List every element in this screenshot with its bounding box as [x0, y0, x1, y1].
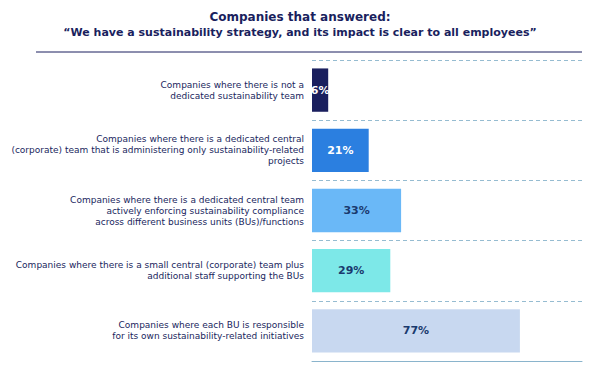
svg-text:Companies where there is a ded: Companies where there is a dedicated cen…	[70, 195, 304, 205]
svg-text:actively enforcing sustainabil: actively enforcing sustainability compli…	[106, 206, 304, 216]
svg-text:29%: 29%	[338, 264, 364, 277]
svg-text:additional staff supporting th: additional staff supporting the BUs	[147, 271, 304, 281]
svg-text:Companies where there is a ded: Companies where there is a dedicated cen…	[96, 134, 304, 144]
svg-text:Companies where each BU is res: Companies where each BU is responsible	[119, 320, 305, 330]
svg-text:for its own sustainability-rel: for its own sustainability-related initi…	[112, 331, 304, 341]
svg-text:21%: 21%	[327, 144, 353, 157]
svg-text:6%: 6%	[311, 84, 330, 97]
svg-text:dedicated sustainability team: dedicated sustainability team	[170, 91, 304, 101]
svg-text:“We have a sustainability stra: “We have a sustainability strategy, and …	[63, 26, 536, 39]
svg-text:Companies that answered:: Companies that answered:	[209, 10, 390, 24]
svg-text:(corporate) team that is admin: (corporate) team that is administering o…	[11, 145, 304, 155]
svg-text:across different business unit: across different business units (BUs)/fu…	[95, 217, 304, 227]
svg-text:33%: 33%	[343, 204, 369, 217]
svg-text:Companies where there is a sma: Companies where there is a small central…	[16, 260, 304, 270]
svg-text:77%: 77%	[403, 324, 429, 337]
svg-text:projects: projects	[268, 156, 304, 166]
svg-text:Companies where there is not a: Companies where there is not a	[161, 80, 304, 90]
